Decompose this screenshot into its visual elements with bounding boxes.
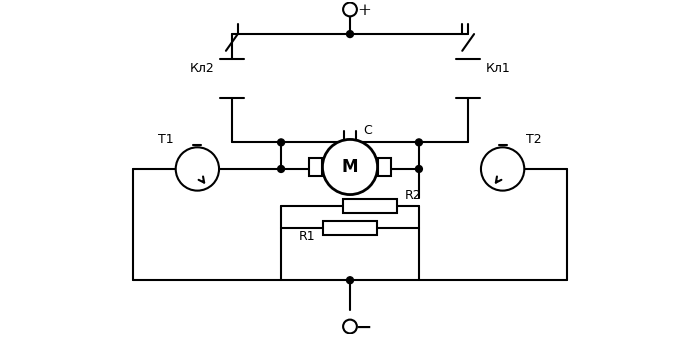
Circle shape bbox=[346, 31, 354, 38]
Text: R1: R1 bbox=[298, 231, 315, 243]
Circle shape bbox=[343, 320, 357, 333]
Circle shape bbox=[176, 147, 219, 191]
Circle shape bbox=[416, 166, 422, 172]
Circle shape bbox=[343, 3, 357, 16]
Text: Кл2: Кл2 bbox=[190, 62, 215, 75]
Circle shape bbox=[481, 147, 524, 191]
Circle shape bbox=[278, 139, 284, 146]
Circle shape bbox=[278, 166, 284, 172]
Bar bbox=[323, 221, 377, 235]
Text: Кл1: Кл1 bbox=[485, 62, 510, 75]
Text: Т1: Т1 bbox=[158, 133, 174, 146]
Text: Т2: Т2 bbox=[526, 133, 542, 146]
Text: −: − bbox=[356, 318, 372, 337]
Circle shape bbox=[416, 139, 422, 146]
Text: М: М bbox=[342, 158, 358, 176]
Bar bbox=[377, 158, 391, 176]
Text: С: С bbox=[363, 124, 372, 137]
Bar bbox=[309, 158, 323, 176]
Circle shape bbox=[323, 139, 377, 195]
Text: R2: R2 bbox=[405, 189, 421, 202]
Circle shape bbox=[346, 277, 354, 284]
Bar bbox=[342, 199, 397, 213]
Text: +: + bbox=[357, 2, 371, 19]
